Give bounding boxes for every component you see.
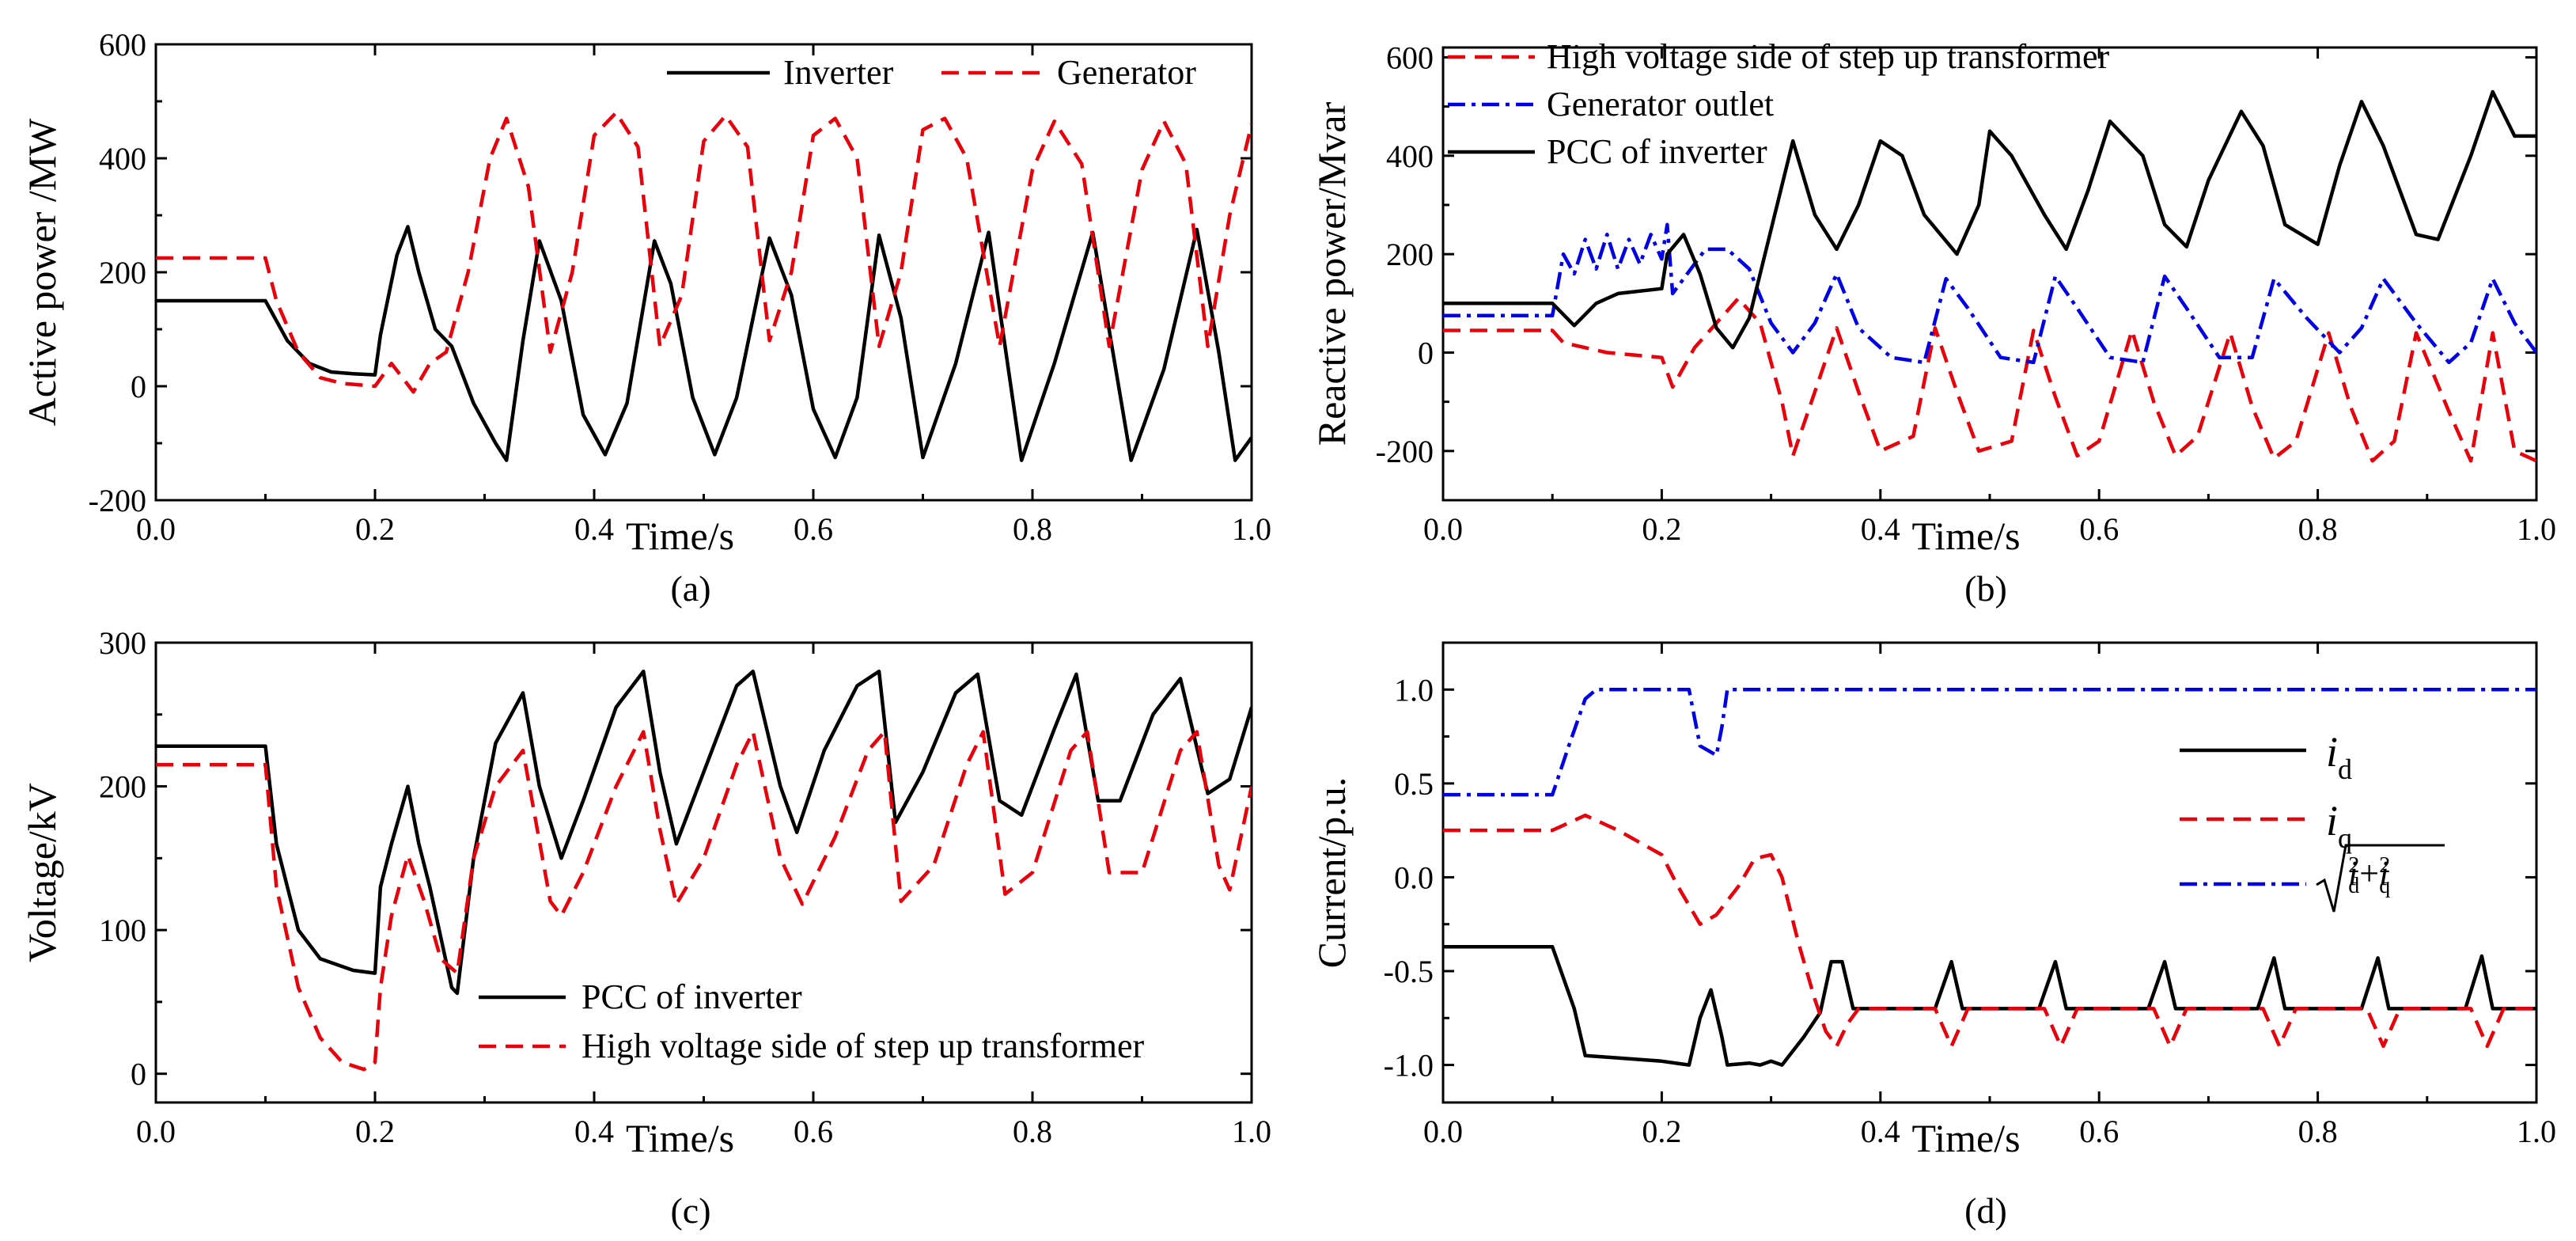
x-tick-label: 0.2 xyxy=(1642,511,1681,547)
x-tick-label: 0.4 xyxy=(574,511,614,547)
x-tick-label: 0.4 xyxy=(574,1114,614,1149)
x-tick-label: 0.6 xyxy=(794,1114,833,1149)
x-tick-label: 0.8 xyxy=(2298,1114,2338,1149)
chart-panel-4: 0.0 0.2 0.4 0.6 0.8 1.0 -1.0 -0.5 0.0 0.5 1.0 Time/… xyxy=(1309,641,2556,1231)
legend-b-label-1: High voltage side of step up transformer xyxy=(1547,37,2110,76)
y-tick-label: 400 xyxy=(1386,139,1434,174)
y-axis-title: Active power /MW xyxy=(20,118,64,427)
x-tick-label: 0.4 xyxy=(1861,511,1900,547)
y-tick-label: 300 xyxy=(99,625,146,661)
y-tick-label: 400 xyxy=(99,141,146,176)
x-axis-title: Time/s xyxy=(626,1116,734,1160)
x-axis-title: Time/s xyxy=(1911,1116,2020,1160)
legend-c-label-1: PCC of inverter xyxy=(581,977,802,1016)
x-tick-label: 0.0 xyxy=(136,1114,176,1149)
y-tick-label: 1.0 xyxy=(1394,672,1434,708)
series-line-1 xyxy=(1443,944,2536,1067)
series-line-1 xyxy=(156,225,1252,462)
panel-caption: (a) xyxy=(670,568,710,609)
y-tick-label: -0.5 xyxy=(1384,954,1434,989)
sqrt-symbol xyxy=(2316,844,2445,913)
x-tick-label: 1.0 xyxy=(2517,1114,2556,1149)
y-axis-title: Current/p.u. xyxy=(1309,777,1354,969)
y-tick-label: -1.0 xyxy=(1384,1048,1434,1084)
y-tick-label: 0.0 xyxy=(1394,860,1434,895)
legend-a-label-1: Inverter xyxy=(783,53,894,92)
series-line-2 xyxy=(1443,813,2536,1049)
x-tick-label: 0.8 xyxy=(2298,511,2338,547)
sqrt-expression: id2+iq2 xyxy=(2348,853,2390,898)
y-tick-label: -200 xyxy=(1376,434,1434,469)
series-line-2 xyxy=(1443,222,2536,365)
chart-panel-1: 0.0 0.2 0.4 0.6 0.8 1.0 -200 0 200 400 600 Time/s Ac… xyxy=(20,27,1271,609)
x-tick-label: 1.0 xyxy=(1232,511,1271,547)
y-tick-label: 0.5 xyxy=(1394,766,1434,802)
series-line-2 xyxy=(156,111,1252,394)
y-axis-title: Reactive power/Mvar xyxy=(1309,101,1354,446)
legend-d-label-3: id2+iq2 xyxy=(2316,844,2445,913)
series-line-1 xyxy=(156,670,1252,996)
x-tick-label: 0.0 xyxy=(136,511,176,547)
x-tick-label: 0.6 xyxy=(794,511,833,547)
y-tick-label: 200 xyxy=(99,255,146,290)
chart-panel-3: 0.0 0.2 0.4 0.6 0.8 1.0 0 100 200 300 Time/s Voltag… xyxy=(20,625,1271,1231)
x-axis-title: Time/s xyxy=(1911,514,2020,558)
x-tick-label: 0.8 xyxy=(1013,1114,1052,1149)
y-tick-label: 0 xyxy=(131,1057,146,1092)
y-tick-label: 200 xyxy=(1386,237,1434,272)
series-line-1 xyxy=(1443,296,2536,463)
x-tick-label: 0.2 xyxy=(355,1114,395,1149)
y-axis-title: Voltage/kV xyxy=(20,783,64,962)
x-tick-label: 0.0 xyxy=(1423,1114,1463,1149)
y-tick-label: 600 xyxy=(99,27,146,63)
x-tick-label: 0.6 xyxy=(2079,1114,2119,1149)
y-tick-label: -200 xyxy=(89,483,146,518)
y-tick-label: 100 xyxy=(99,913,146,948)
x-tick-label: 0.0 xyxy=(1423,511,1463,547)
panel-caption: (b) xyxy=(1964,568,2007,609)
x-tick-label: 0.2 xyxy=(355,511,395,547)
y-tick-label: 600 xyxy=(1386,40,1434,75)
legend-b-label-2: Generator outlet xyxy=(1547,85,1774,123)
legend-c-label-2: High voltage side of step up transformer xyxy=(581,1027,1145,1065)
legend-b-label-3: PCC of inverter xyxy=(1547,132,1767,171)
x-tick-label: 1.0 xyxy=(1232,1114,1271,1149)
y-tick-label: 0 xyxy=(131,369,146,404)
x-tick-label: 0.6 xyxy=(2079,511,2119,547)
y-tick-label: 0 xyxy=(1418,335,1434,370)
series-line-3 xyxy=(1443,89,2536,350)
panel-caption: (c) xyxy=(670,1190,710,1231)
y-tick-label: 200 xyxy=(99,769,146,805)
panel-caption: (d) xyxy=(1964,1190,2007,1231)
series-line-3 xyxy=(1443,688,2536,797)
chart-panel-2: 0.0 0.2 0.4 0.6 0.8 1.0 -200 0 200 400 600 Time/s Re… xyxy=(1309,40,2556,609)
x-axis-title: Time/s xyxy=(626,514,734,558)
x-tick-label: 1.0 xyxy=(2517,511,2556,547)
x-tick-label: 0.2 xyxy=(1642,1114,1681,1149)
x-tick-label: 0.4 xyxy=(1861,1114,1900,1149)
x-tick-label: 0.8 xyxy=(1013,511,1052,547)
legend-a-label-2: Generator xyxy=(1057,53,1196,92)
panels-group: 0.0 0.2 0.4 0.6 0.8 1.0 -200 0 200 400 600 Time/s Ac… xyxy=(20,27,2556,1231)
